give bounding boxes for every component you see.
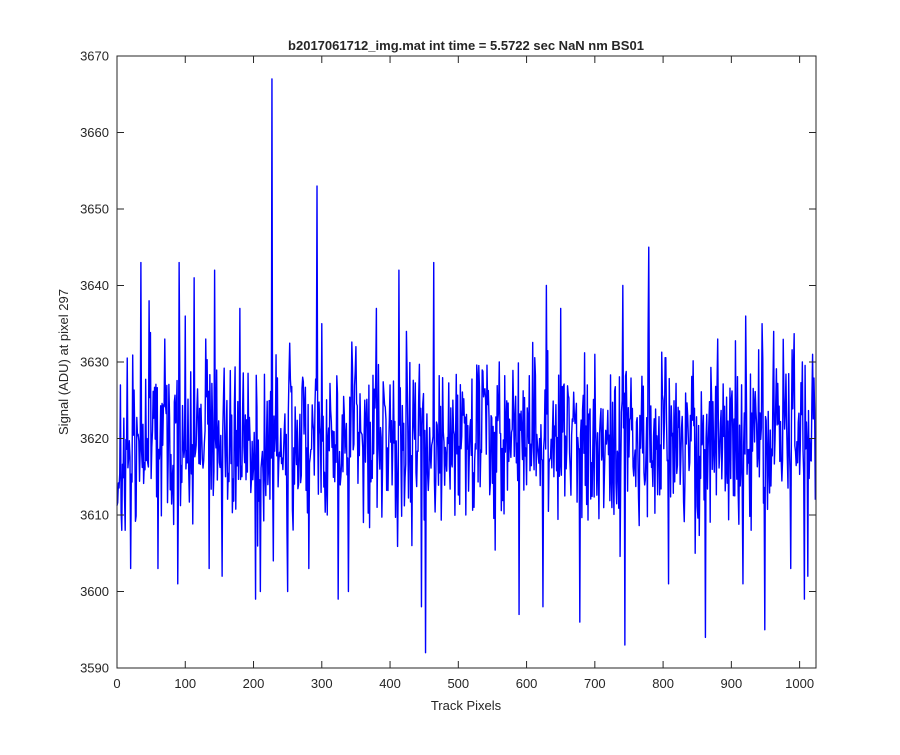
- x-tick-label: 200: [243, 676, 265, 691]
- x-tick-label: 500: [447, 676, 469, 691]
- y-tick-label: 3610: [80, 508, 109, 523]
- x-tick-label: 400: [379, 676, 401, 691]
- chart-title: b2017061712_img.mat int time = 5.5722 se…: [288, 38, 644, 53]
- y-tick-label: 3590: [80, 661, 109, 676]
- x-tick-label: 700: [584, 676, 606, 691]
- y-tick-label: 3620: [80, 431, 109, 446]
- x-tick-label: 800: [652, 676, 674, 691]
- x-tick-label: 1000: [785, 676, 814, 691]
- y-tick-label: 3630: [80, 355, 109, 370]
- y-tick-label: 3670: [80, 49, 109, 64]
- x-tick-label: 300: [311, 676, 333, 691]
- y-axis-label: Signal (ADU) at pixel 297: [56, 289, 71, 435]
- x-tick-label: 100: [174, 676, 196, 691]
- y-tick-label: 3600: [80, 584, 109, 599]
- axes: 0 100 200 300 400 500 600 700 800 900 1000 3590 3600…: [80, 49, 817, 691]
- plot-area: [116, 78, 817, 654]
- y-tick-label: 3640: [80, 278, 109, 293]
- y-tick-label: 3660: [80, 125, 109, 140]
- series-line-0: [116, 78, 817, 654]
- x-tick-label: 900: [721, 676, 743, 691]
- x-tick-label: 0: [113, 676, 120, 691]
- x-axis-label: Track Pixels: [431, 698, 502, 713]
- x-tick-label: 600: [516, 676, 538, 691]
- y-tick-label: 3650: [80, 202, 109, 217]
